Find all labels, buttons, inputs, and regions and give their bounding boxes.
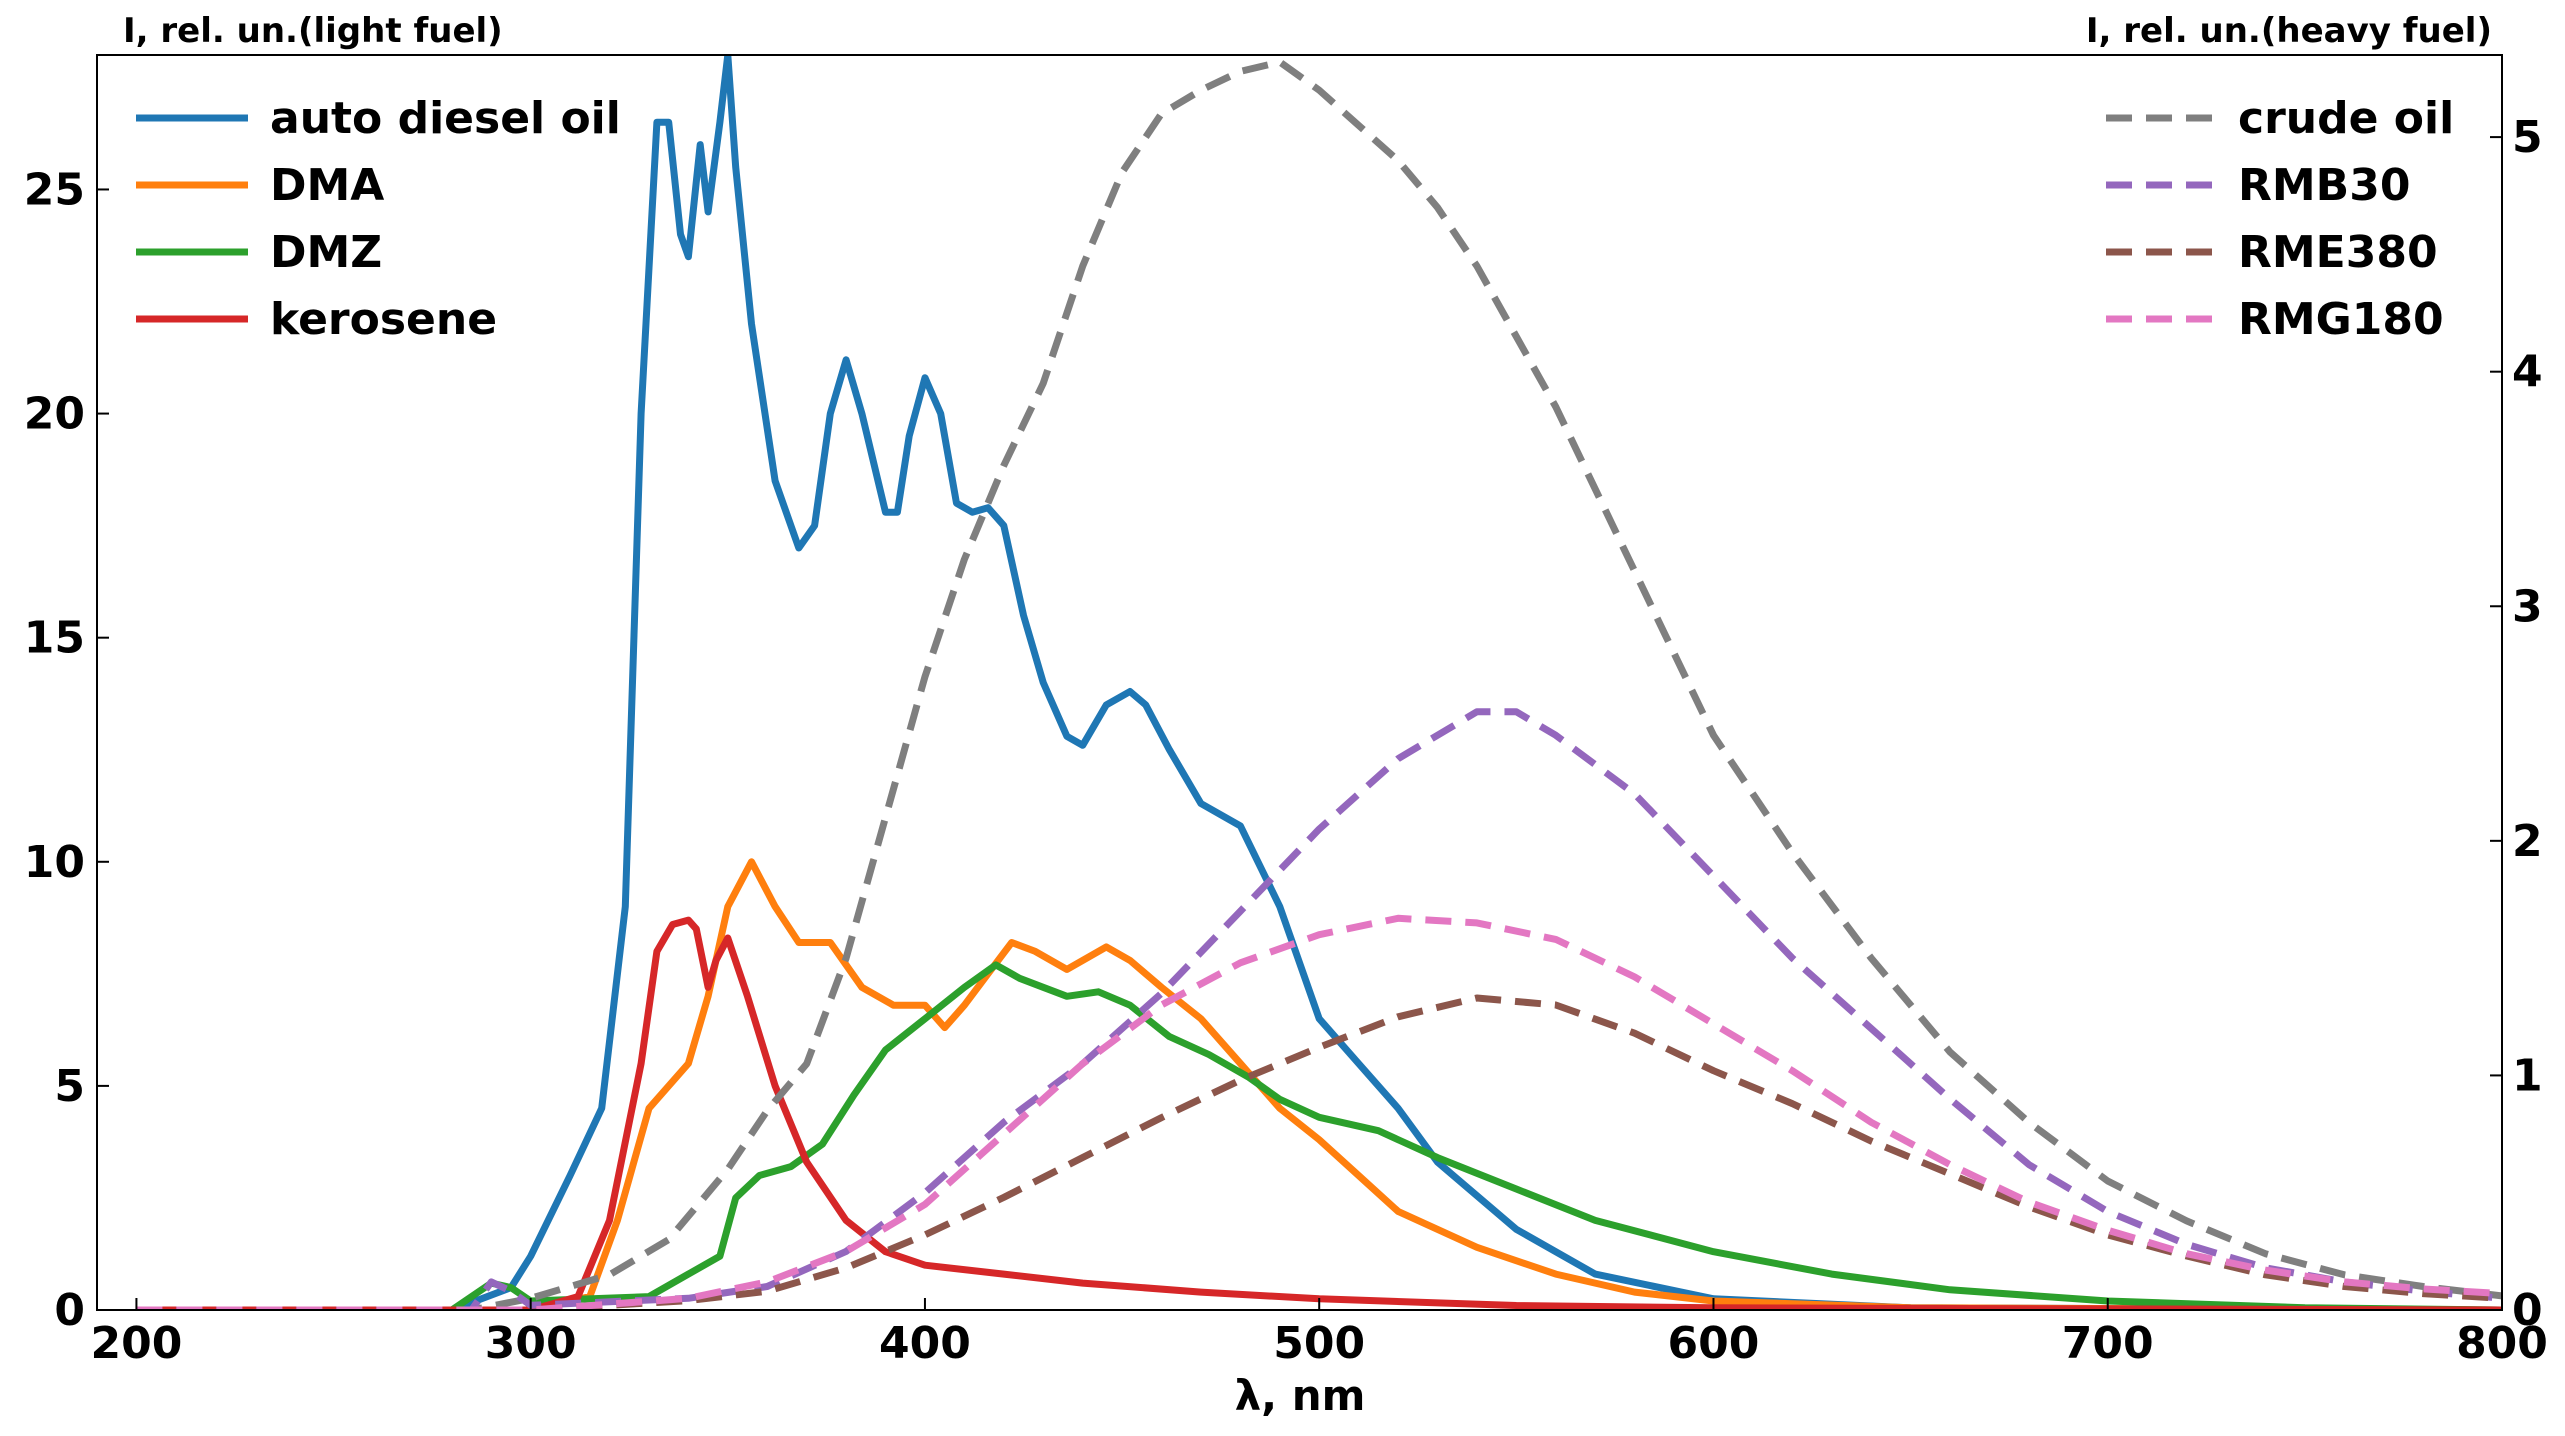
series-line-4 xyxy=(136,58,2502,1310)
y-left-tick-label-2: 10 xyxy=(24,837,85,888)
x-tick-label-5: 700 xyxy=(2062,1318,2154,1369)
series-line-2 xyxy=(136,961,2502,1310)
y-left-tick-label-3: 15 xyxy=(24,613,85,664)
y-left-axis: 0 5 10 15 20 25 xyxy=(24,164,109,1336)
legend-left-label-0: auto diesel oil xyxy=(270,93,621,144)
plot-frame xyxy=(96,54,2503,1311)
y-right-tick-label-3: 3 xyxy=(2512,581,2543,632)
y-right-tick-label-0: 0 xyxy=(2512,1285,2543,1336)
series-line-3 xyxy=(136,916,2502,1310)
legend-right-label-0: crude oil xyxy=(2238,93,2454,144)
y-left-tick-label-1: 5 xyxy=(54,1061,85,1112)
y-right-tick-label-2: 2 xyxy=(2512,816,2543,867)
x-tick-label-2: 400 xyxy=(879,1318,971,1369)
x-tick-label-1: 300 xyxy=(485,1318,577,1369)
legend-right-label-3: RMG180 xyxy=(2238,294,2444,345)
x-tick-label-3: 500 xyxy=(1273,1318,1365,1369)
x-tick-label-4: 600 xyxy=(1668,1318,1760,1369)
legend-left-label-1: DMA xyxy=(270,160,384,211)
y-right-tick-label-4: 4 xyxy=(2512,347,2543,398)
y-left-tick-label-5: 25 xyxy=(24,164,85,215)
y-right-axis-title: I, rel. un.(heavy fuel) xyxy=(2086,11,2492,51)
x-tick-label-0: 200 xyxy=(90,1318,182,1369)
series-line-5 xyxy=(136,708,2502,1310)
y-right-axis: 0 1 2 3 4 5 xyxy=(2490,112,2543,1336)
legend-left-label-2: DMZ xyxy=(270,227,382,278)
legend-left-label-3: kerosene xyxy=(270,294,497,345)
series-line-1 xyxy=(136,858,2502,1310)
legend-heavy-fuel: crude oil RMB30 RME380 RMG180 xyxy=(2106,93,2454,345)
series-layer xyxy=(136,55,2502,1310)
series-line-0 xyxy=(136,55,2502,1310)
x-axis-title: λ, nm xyxy=(1235,1371,1366,1420)
legend-right-label-2: RME380 xyxy=(2238,227,2438,278)
series-line-7 xyxy=(136,914,2502,1310)
plot-area xyxy=(96,54,2503,1311)
legend-light-fuel: auto diesel oil DMA DMZ kerosene xyxy=(136,93,621,345)
y-left-axis-title: I, rel. un.(light fuel) xyxy=(123,11,503,51)
series-line-6 xyxy=(136,994,2502,1310)
y-right-tick-label-5: 5 xyxy=(2512,112,2543,163)
x-axis: 200 300 400 500 600 700 800 xyxy=(90,1298,2548,1369)
y-left-tick-label-4: 20 xyxy=(24,389,85,440)
y-left-tick-label-0: 0 xyxy=(54,1285,85,1336)
x-tick-label-6: 800 xyxy=(2456,1318,2548,1369)
y-right-tick-label-1: 1 xyxy=(2512,1050,2543,1101)
legend-right-label-1: RMB30 xyxy=(2238,160,2410,211)
